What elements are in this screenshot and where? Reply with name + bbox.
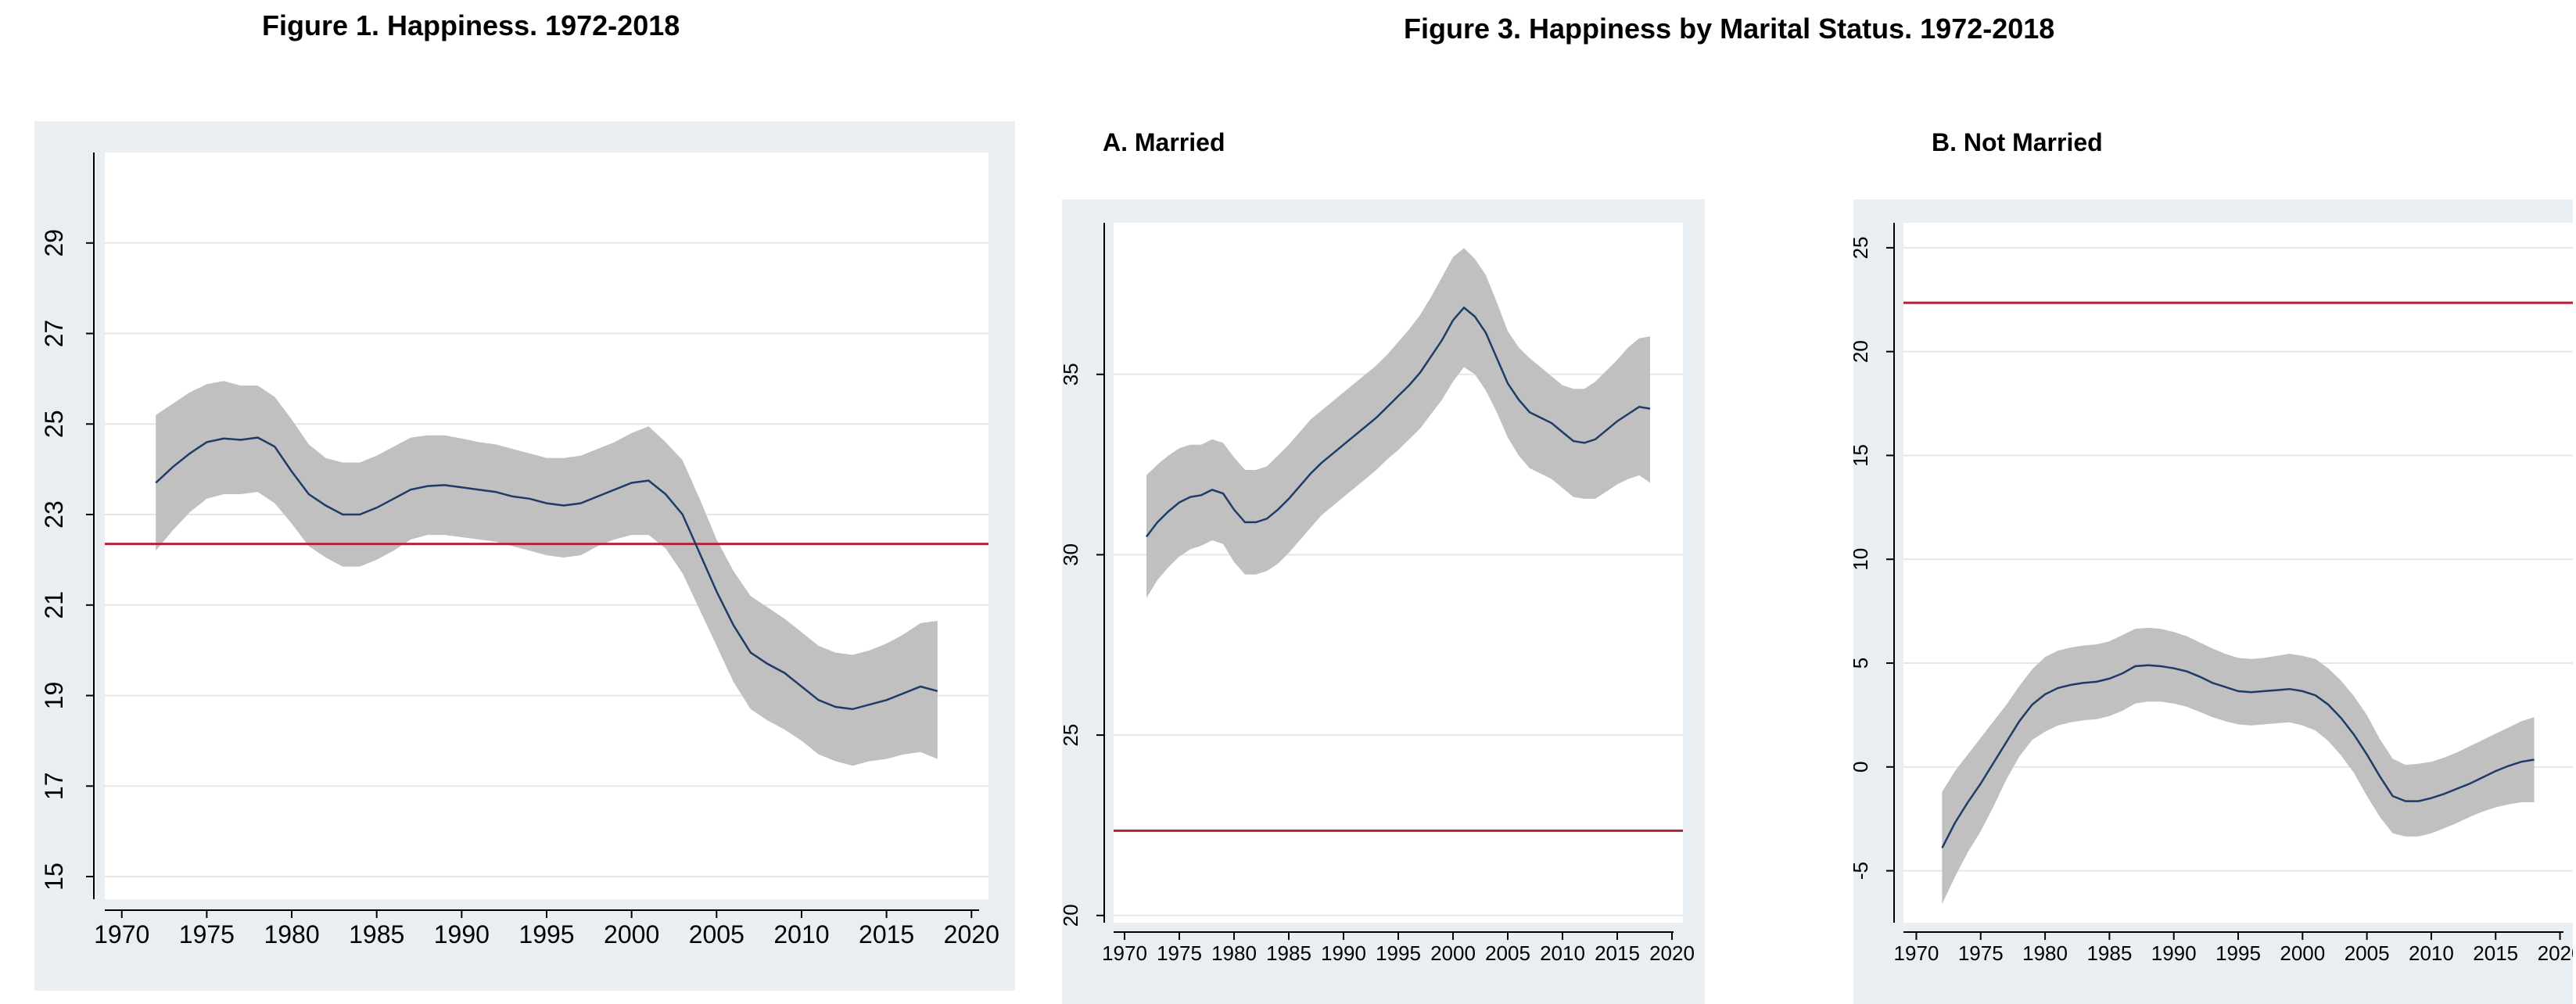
x-tick-label: 1980 xyxy=(264,920,319,948)
y-tick-label: 15 xyxy=(40,862,68,891)
y-tick-label: 25 xyxy=(1853,236,1872,259)
x-tick-label: 2020 xyxy=(944,920,999,948)
y-tick-label: 27 xyxy=(40,320,68,348)
x-tick-label: 2005 xyxy=(689,920,744,948)
x-tick-label: 2015 xyxy=(2473,941,2518,965)
x-tick-label: 2010 xyxy=(2409,941,2454,965)
confidence-band xyxy=(1942,627,2535,905)
y-tick-label: 20 xyxy=(1062,904,1082,927)
x-tick-label: 1985 xyxy=(349,920,404,948)
x-tick-label: 1985 xyxy=(2086,941,2132,965)
x-tick-label: 2000 xyxy=(2280,941,2325,965)
x-tick-label: 1985 xyxy=(1266,941,1311,965)
x-tick-label: 2005 xyxy=(2345,941,2390,965)
trend-line xyxy=(1941,664,2535,848)
x-tick-label: 1980 xyxy=(1211,941,1257,965)
x-tick-label: 1970 xyxy=(94,920,149,948)
plot-area xyxy=(1114,223,1683,923)
y-tick-label: 5 xyxy=(1853,658,1872,669)
x-tick-label: 1995 xyxy=(1376,941,1421,965)
x-tick-label: 2010 xyxy=(1540,941,1585,965)
panel-b-not-married-chart: -5 0 5 10 15 20 25 1970 1975 1980 1985 1990 1995 2000… xyxy=(1853,199,2573,1004)
x-tick-label: 2020 xyxy=(2538,941,2573,965)
panel-a-married-chart: 20 25 30 35 1970 1975 1980 1985 1990 1995 2000 2005… xyxy=(1062,199,1705,1004)
y-tick-label: 25 xyxy=(40,410,68,438)
x-tick-label: 2015 xyxy=(1595,941,1640,965)
panel-a-title: A. Married xyxy=(1103,128,1225,156)
x-tick-label: 2020 xyxy=(1649,941,1695,965)
x-tick-label: 1990 xyxy=(434,920,490,948)
plot-area xyxy=(1903,223,2573,923)
trend-line xyxy=(1146,306,1651,538)
y-tick-label: 15 xyxy=(1853,444,1872,467)
x-tick-label: 1990 xyxy=(1321,941,1366,965)
x-tick-label: 1970 xyxy=(1102,941,1147,965)
x-tick-label: 1975 xyxy=(1958,941,2004,965)
panel-b-title: B. Not Married xyxy=(1932,128,2103,156)
figure1-happiness-chart: 15 17 19 21 23 25 27 29 1970 1975 1980 1985 1990 1995… xyxy=(34,121,1015,991)
y-tick-label: 21 xyxy=(40,591,68,619)
y-tick-label: 35 xyxy=(1062,363,1082,385)
y-tick-label: 30 xyxy=(1062,543,1082,566)
y-tick-label: 0 xyxy=(1853,762,1872,773)
x-tick-label: 1995 xyxy=(2215,941,2261,965)
y-tick-label: 17 xyxy=(40,773,68,801)
confidence-band xyxy=(156,381,938,766)
trend-line xyxy=(155,436,938,711)
gridlines xyxy=(1114,373,1683,916)
x-tick-label: 1995 xyxy=(518,920,574,948)
y-tick-label: 10 xyxy=(1853,548,1872,571)
x-tick-label: 2010 xyxy=(773,920,829,948)
confidence-band xyxy=(1146,248,1650,598)
x-tick-label: 1980 xyxy=(2022,941,2068,965)
y-tick-label: 19 xyxy=(40,682,68,710)
y-tick-label: 20 xyxy=(1853,340,1872,363)
figure3-title: Figure 3. Happiness by Marital Status. 1… xyxy=(1404,13,2055,45)
x-tick-label: 1990 xyxy=(2151,941,2197,965)
x-tick-label: 2005 xyxy=(1485,941,1530,965)
figure1-title: Figure 1. Happiness. 1972-2018 xyxy=(262,9,680,41)
y-tick-label: 29 xyxy=(40,229,68,257)
x-tick-label: 1975 xyxy=(179,920,235,948)
x-tick-label: 1975 xyxy=(1157,941,1202,965)
x-tick-label: 2000 xyxy=(604,920,659,948)
x-tick-label: 2000 xyxy=(1430,941,1476,965)
y-tick-label: 25 xyxy=(1062,724,1082,747)
y-tick-label: -5 xyxy=(1853,862,1872,880)
x-tick-label: 1970 xyxy=(1894,941,1939,965)
y-tick-label: 23 xyxy=(40,500,68,529)
x-tick-label: 2015 xyxy=(859,920,914,948)
